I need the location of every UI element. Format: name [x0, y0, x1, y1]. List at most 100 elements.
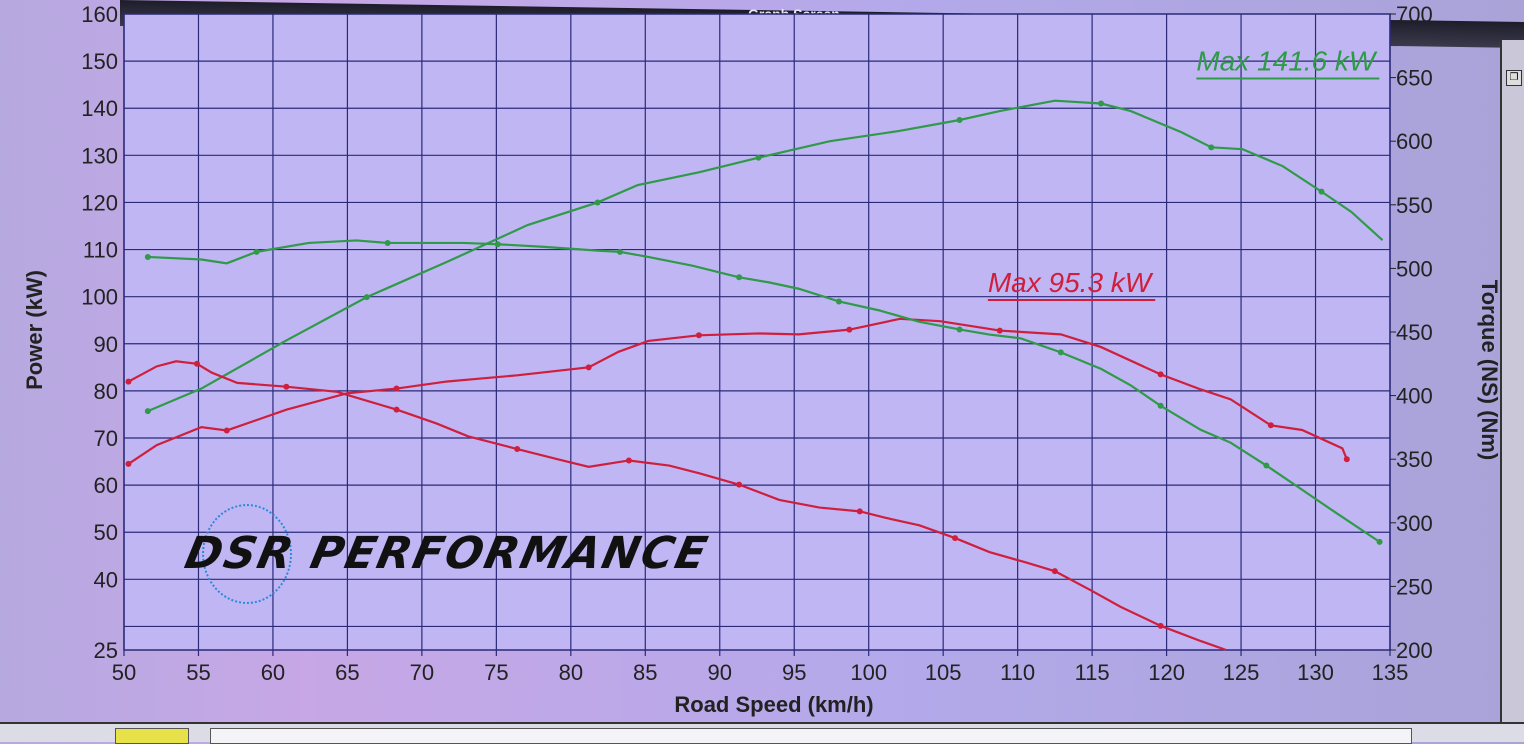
data-point-marker [616, 248, 623, 255]
y-left-tick-label: 80 [94, 379, 118, 404]
data-point-marker [1098, 100, 1105, 107]
x-axis-label: Road Speed (km/h) [674, 692, 873, 717]
y-left-tick-label: 60 [94, 473, 118, 498]
x-tick-label: 70 [410, 660, 434, 685]
x-tick-label: 120 [1148, 660, 1185, 685]
data-point-marker [144, 408, 151, 415]
x-tick-label: 95 [782, 660, 806, 685]
y-left-tick-label: 100 [81, 285, 118, 310]
data-point-marker [514, 446, 521, 453]
x-tick-label: 125 [1223, 660, 1260, 685]
x-tick-label: 50 [112, 660, 136, 685]
data-point-marker [393, 385, 400, 392]
data-point-marker [1051, 568, 1058, 575]
data-point-marker [223, 427, 230, 434]
data-point-marker [283, 383, 290, 390]
x-tick-label: 105 [925, 660, 962, 685]
y-right-tick-label: 300 [1396, 511, 1433, 536]
y-left-tick-label: 90 [94, 332, 118, 357]
x-tick-label: 110 [1000, 660, 1035, 685]
x-tick-label: 65 [335, 660, 359, 685]
x-tick-label: 135 [1372, 660, 1409, 685]
data-point-marker [193, 360, 200, 367]
data-point-marker [996, 327, 1003, 334]
y-left-tick-label: 110 [83, 238, 118, 263]
data-point-marker [384, 239, 391, 246]
x-tick-label: 85 [633, 660, 657, 685]
series-line-2 [147, 239, 1381, 543]
data-point-marker [1157, 622, 1164, 629]
x-tick-label: 115 [1075, 660, 1110, 685]
data-point-marker [125, 378, 132, 385]
x-tick-label: 75 [484, 660, 508, 685]
y-right-tick-label: 650 [1396, 66, 1433, 91]
restore-window-button[interactable]: ❐ [1506, 70, 1522, 86]
y-right-tick-label: 350 [1396, 447, 1433, 472]
series-line-3 [127, 360, 1227, 652]
data-point-marker [144, 253, 151, 260]
data-point-marker [952, 535, 959, 542]
data-point-marker [835, 298, 842, 305]
x-tick-label: 60 [261, 660, 285, 685]
window-frame-right: ❐ [1500, 40, 1524, 730]
y-left-axis-label: Power (kW) [22, 270, 47, 390]
data-point-marker [956, 326, 963, 333]
data-point-marker [253, 248, 260, 255]
data-point-marker [625, 457, 632, 464]
x-tick-label: 130 [1297, 660, 1334, 685]
logo-ring-icon [202, 504, 292, 604]
y-right-tick-label: 600 [1396, 129, 1433, 154]
y-right-tick-label: 400 [1396, 384, 1433, 409]
y-left-tick-label: 120 [81, 190, 118, 215]
data-point-marker [736, 274, 743, 281]
x-tick-label: 100 [850, 660, 887, 685]
data-point-marker [856, 508, 863, 515]
dyno-chart: 50 55 60 65 70 75 80 85 90 95 100 105 110 115 120 125 13… [22, 2, 1500, 717]
y-right-tick-label: 500 [1396, 256, 1433, 281]
max-annotation: Max 95.3 kW [988, 267, 1154, 298]
data-point-marker [956, 117, 963, 123]
status-field [210, 728, 1412, 744]
data-point-marker [1263, 462, 1270, 469]
y-right-axis-label: Torque (NS) (Nm) [1477, 280, 1500, 460]
data-point-marker [1318, 188, 1325, 195]
x-tick-label: 55 [186, 660, 210, 685]
data-point-marker [594, 199, 601, 206]
y-left-tick-label: 160 [81, 2, 118, 27]
data-point-marker [363, 294, 370, 301]
y-left-tick-label: 50 [94, 520, 118, 545]
y-left-tick-label: 40 [94, 567, 118, 592]
data-point-marker [393, 406, 400, 413]
data-point-marker [1267, 422, 1274, 429]
data-point-marker [1376, 538, 1383, 545]
y-left-tick-label: 150 [81, 49, 118, 74]
y-left-tick-label: 130 [81, 143, 118, 168]
series-line-0 [147, 99, 1384, 413]
data-point-marker [695, 332, 702, 339]
y-right-tick-label: 700 [1396, 2, 1433, 27]
y-right-tick-label: 250 [1396, 574, 1433, 599]
y-right-tick-label: 550 [1396, 193, 1433, 218]
x-tick-label: 90 [708, 660, 732, 685]
data-point-marker [1343, 456, 1350, 463]
y-right-tick-label: 200 [1396, 638, 1433, 663]
series-line-1 [127, 317, 1348, 465]
max-annotation: Max 141.6 kW [1196, 46, 1378, 77]
data-point-marker [1157, 402, 1164, 409]
data-point-marker [1057, 349, 1064, 356]
data-point-marker [1208, 144, 1215, 151]
data-point-marker [125, 460, 132, 467]
data-point-marker [494, 241, 501, 248]
logo: DSR PERFORMANCE [180, 528, 714, 579]
status-indicator[interactable] [115, 728, 189, 744]
x-tick-label: 80 [559, 660, 583, 685]
data-point-marker [585, 364, 592, 371]
data-point-marker [1157, 371, 1164, 378]
data-point-marker [846, 326, 853, 333]
y-right-tick-label: 450 [1396, 320, 1433, 345]
y-left-tick-label: 140 [81, 96, 118, 121]
data-point-marker [755, 154, 762, 161]
y-left-tick-label: 70 [94, 426, 118, 451]
status-bar [0, 722, 1524, 744]
y-left-tick-label: 25 [94, 638, 118, 663]
